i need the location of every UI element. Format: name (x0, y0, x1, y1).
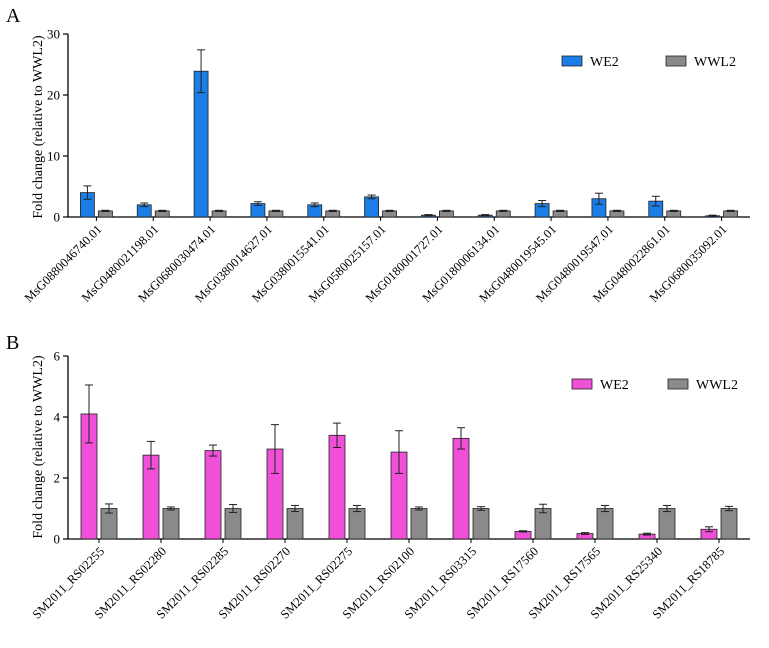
panel-a-bar-we2 (193, 70, 209, 218)
panel-b-error-bar-we2 (581, 532, 589, 535)
panel-a-error-bar-wwl2 (442, 209, 451, 213)
panel-b-bar-we2 (514, 530, 532, 540)
panel-a-error-bar-we2 (310, 202, 319, 208)
panel-b-y-tick-label: 6 (54, 349, 61, 364)
panel-b-bar-wwl2 (348, 508, 366, 540)
panel-a-error-bar-wwl2 (726, 209, 735, 213)
panel-a-error-bar-wwl2 (328, 209, 337, 213)
panel-b-bar-we2 (452, 437, 470, 540)
panel-a-error-bar-we2 (424, 214, 433, 217)
panel-a-label: A (6, 5, 21, 27)
panel-b-legend-label-we2: WE2 (600, 378, 629, 393)
panel-b-legend-swatch-we2 (571, 378, 593, 390)
panel-b-error-bar-we2 (519, 530, 527, 533)
panel-b-error-bar-wwl2 (601, 504, 609, 513)
panel-a-error-bar-we2 (253, 201, 262, 206)
panel-a-error-bar-we2 (538, 200, 547, 208)
panel-b-error-bar-wwl2 (229, 504, 237, 513)
panel-a-error-bar-we2 (594, 192, 603, 205)
panel-a-error-bar-wwl2 (215, 209, 224, 213)
panel-a-y-tick-label: 10 (47, 149, 60, 164)
panel-a-y-axis-title: Fold change (relative to WWL2) (31, 35, 46, 219)
panel-a-y-tick-label: 20 (47, 88, 60, 103)
panel-b-bar-we2 (204, 450, 222, 540)
panel-a-error-bar-wwl2 (158, 209, 167, 213)
panel-b-error-bar-we2 (333, 422, 341, 448)
panel-a-legend-label-we2: WE2 (590, 55, 619, 70)
panel-b-error-bar-we2 (705, 526, 713, 533)
panel-a-error-bar-we2 (140, 202, 149, 208)
panel-a-error-bar-we2 (481, 214, 490, 217)
panel-b-y-tick-label: 2 (54, 471, 61, 486)
panel-b-error-bar-we2 (395, 430, 403, 474)
panel-b-bar-wwl2 (472, 508, 490, 540)
panel-b-error-bar-wwl2 (353, 504, 361, 513)
panel-a-error-bar-wwl2 (101, 209, 110, 213)
panel-b-bar-we2 (328, 434, 346, 540)
panel-b-error-bar-wwl2 (167, 506, 175, 511)
panel-b-error-bar-wwl2 (291, 504, 299, 513)
panel-b-bar-wwl2 (162, 508, 180, 540)
panel-a: A Fold change (relative to WWL2) 0 10 20 30… (6, 5, 750, 305)
panel-a-error-bar-wwl2 (385, 209, 394, 213)
panel-a-error-bar-wwl2 (271, 209, 280, 213)
panel-a-legend-swatch-we2 (561, 55, 583, 67)
panel-b-error-bar-we2 (85, 384, 93, 444)
panel-b-error-bar-wwl2 (105, 503, 113, 514)
panel-b-error-bar-we2 (457, 427, 465, 450)
panel-b-bar-wwl2 (720, 508, 738, 540)
panel-b-error-bar-wwl2 (415, 506, 423, 511)
panel-b-bar-wwl2 (410, 508, 428, 540)
panel-a-legend-swatch-wwl2 (665, 55, 687, 67)
panel-a-y-tick-label: 30 (47, 27, 60, 42)
panel-a-y-tick-label: 0 (54, 210, 61, 225)
panel-b-bar-wwl2 (596, 508, 614, 540)
panel-a-error-bar-we2 (83, 185, 92, 200)
panel-b-error-bar-we2 (209, 444, 217, 457)
panel-b-bar-wwl2 (658, 508, 676, 540)
panel-b-bar-wwl2 (286, 508, 304, 540)
panel-a-legend-label-wwl2: WWL2 (694, 55, 736, 70)
panel-b-legend-label-wwl2: WWL2 (696, 378, 738, 393)
panel-a-error-bar-wwl2 (556, 209, 565, 213)
panel-b-bar-wwl2 (224, 508, 242, 540)
panel-a-error-bar-we2 (708, 214, 717, 217)
panel-b-y-tick-label: 4 (54, 410, 61, 425)
panel-b-error-bar-wwl2 (539, 503, 547, 514)
panel-a-error-bar-we2 (197, 49, 206, 94)
panel-b-y-axis-title: Fold change (relative to WWL2) (31, 355, 46, 539)
panel-a-bar-we2 (364, 196, 379, 218)
panel-b-error-bar-we2 (643, 532, 651, 536)
panel-b-label: B (6, 332, 19, 354)
panel-b-error-bar-we2 (147, 440, 155, 470)
panel-a-error-bar-wwl2 (669, 209, 678, 213)
panel-a-error-bar-wwl2 (612, 209, 621, 213)
panel-a-error-bar-we2 (651, 195, 660, 207)
panel-b-error-bar-wwl2 (477, 506, 485, 511)
panel-a-error-bar-we2 (367, 194, 376, 200)
panel-b-error-bar-we2 (271, 424, 279, 474)
panel-a-error-bar-wwl2 (499, 209, 508, 213)
panel-b-legend-swatch-wwl2 (667, 378, 689, 390)
panel-b-error-bar-wwl2 (663, 504, 671, 513)
panel-b: B Fold change (relative to WWL2) 0246SM2… (6, 332, 750, 622)
panel-b-y-tick-label: 0 (54, 532, 61, 547)
panel-b-error-bar-wwl2 (725, 505, 733, 512)
